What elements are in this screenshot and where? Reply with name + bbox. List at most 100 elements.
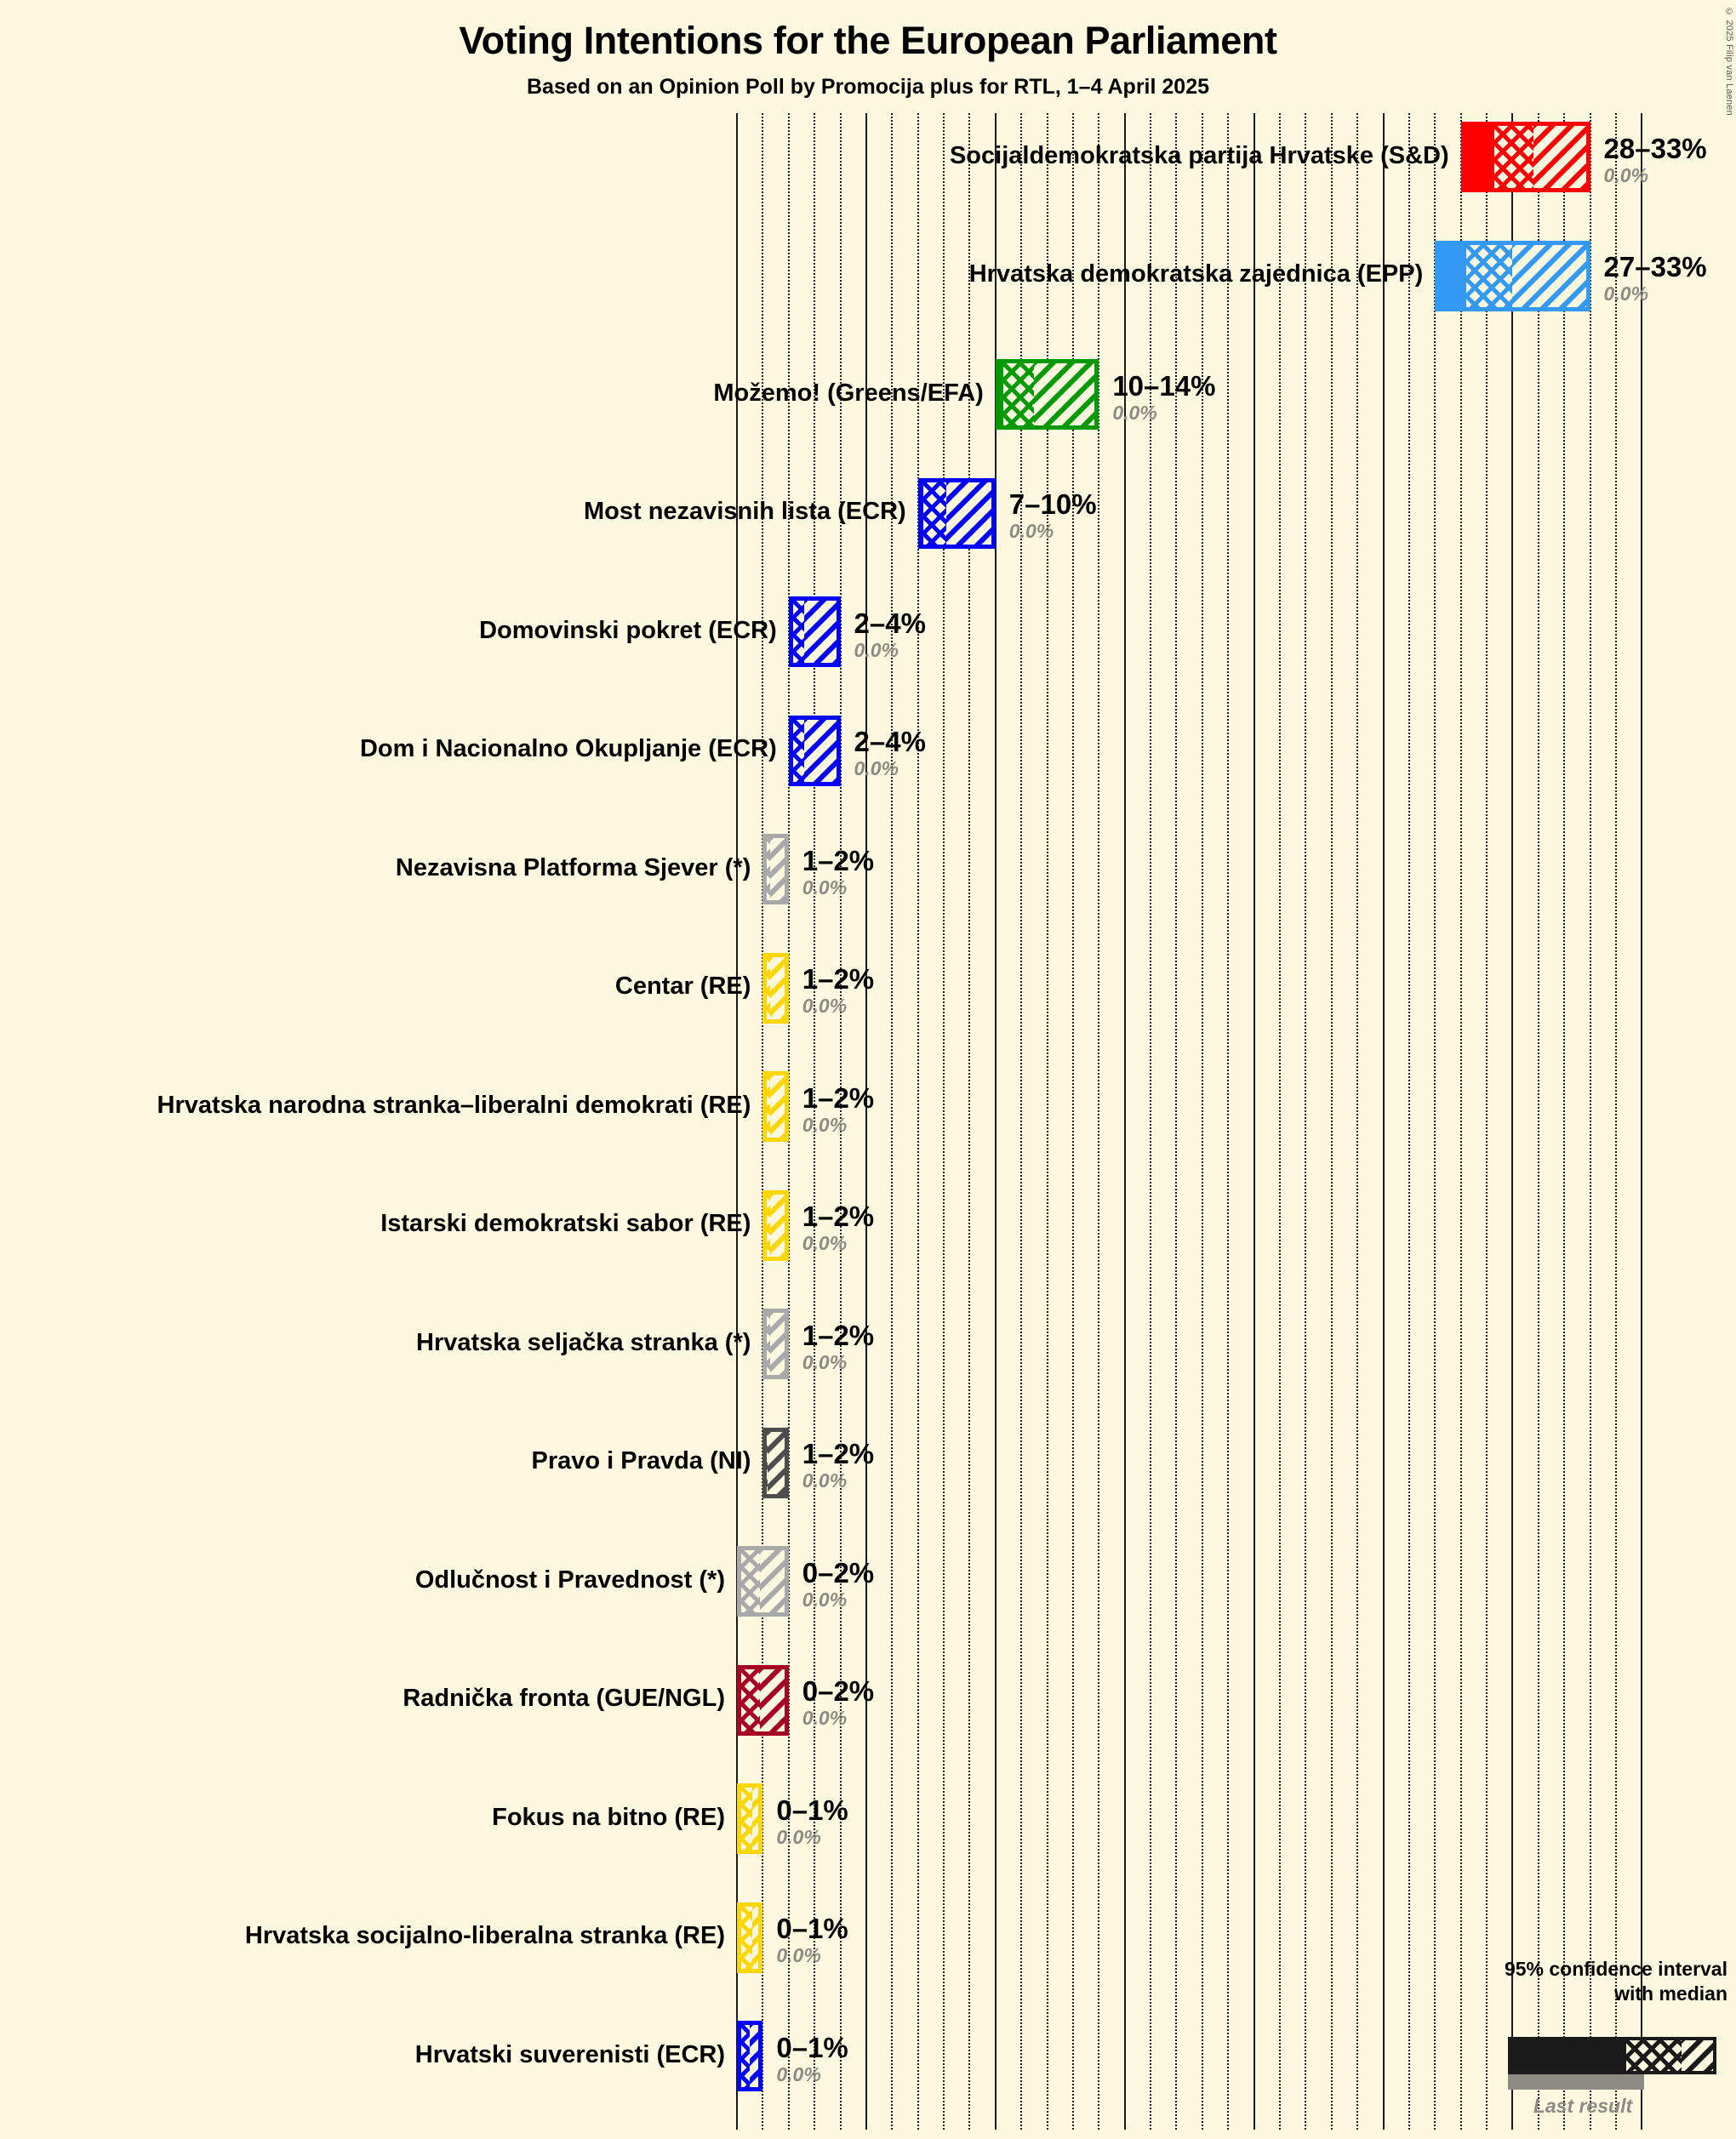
chart-row: Hrvatska demokratska zajednica (EPP) 27–3… bbox=[0, 240, 1736, 311]
bar-segment-above-median bbox=[1533, 126, 1586, 188]
interval-value-label: 7–10% bbox=[1008, 488, 1097, 520]
confidence-interval-bar bbox=[737, 2021, 763, 2091]
confidence-interval-bar bbox=[917, 477, 996, 549]
chart-row: Dom i Nacionalno Okupljanje (ECR) 2–4% 0.0… bbox=[0, 715, 1736, 786]
bar-segment-above-median bbox=[803, 601, 837, 663]
bar-segment-above-median bbox=[768, 1431, 785, 1494]
gridline-major-30 bbox=[1511, 113, 1514, 2130]
gridline-minor-9 bbox=[968, 113, 971, 2130]
chart-row: Možemo! (Greens/EFA) 10–14% 0.0% bbox=[0, 359, 1736, 430]
interval-value-label: 1–2% bbox=[802, 1319, 875, 1351]
bar-segment-below-median bbox=[1439, 244, 1466, 307]
last-result-value-label: 0.0% bbox=[776, 1825, 821, 1848]
last-result-value-label: 0.0% bbox=[854, 757, 899, 779]
legend-last-result-label: Last result bbox=[1533, 2095, 1633, 2117]
last-result-value-label: 0.0% bbox=[802, 1469, 848, 1492]
legend-line-2: with median bbox=[1614, 1982, 1727, 2005]
interval-value-label: 1–2% bbox=[802, 1081, 875, 1114]
bar-segment-above-median bbox=[752, 1788, 759, 1850]
gridline-minor-19 bbox=[1227, 113, 1230, 2130]
bar-segment-median-band bbox=[741, 1550, 761, 1612]
gridline-minor-28 bbox=[1459, 113, 1462, 2130]
party-label: Domovinski pokret (ECR) bbox=[479, 616, 777, 644]
bar-segment-median-band bbox=[767, 1313, 771, 1375]
gridline-minor-21 bbox=[1278, 113, 1281, 2130]
bar-segment-median-band bbox=[767, 1075, 771, 1138]
confidence-interval-bar bbox=[762, 1189, 789, 1261]
party-label: Hrvatska demokratska zajednica (EPP) bbox=[968, 260, 1424, 288]
legend-median-band bbox=[1626, 2040, 1682, 2071]
bar-segment-above-median bbox=[1512, 244, 1586, 307]
last-result-value-label: 0.0% bbox=[776, 1944, 821, 1966]
bar-segment-above-median bbox=[803, 719, 837, 782]
bar-segment-above-median bbox=[760, 1550, 785, 1612]
bar-segment-median-band bbox=[767, 838, 771, 900]
gridline-minor-11 bbox=[1020, 113, 1023, 2130]
gridline-minor-23 bbox=[1330, 113, 1333, 2130]
copyright-notice: © 2025 Filip van Laenen bbox=[1724, 7, 1734, 116]
bar-segment-above-median bbox=[760, 1668, 785, 1731]
party-label: Most nezavisnih lista (ECR) bbox=[584, 498, 906, 525]
last-result-value-label: 0.0% bbox=[802, 1113, 848, 1136]
gridline-major-0 bbox=[736, 113, 738, 2130]
bar-segment-above-median bbox=[770, 1194, 785, 1257]
party-label: Hrvatska socijalno-liberalna stranka (RE… bbox=[244, 1922, 725, 1949]
confidence-interval-bar bbox=[762, 952, 789, 1024]
party-label: Pravo i Pravda (NI) bbox=[531, 1447, 751, 1474]
bar-segment-below-median bbox=[999, 363, 1003, 425]
party-label: Nezavisna Platforma Sjever (*) bbox=[395, 853, 751, 881]
gridline-minor-8 bbox=[943, 113, 945, 2130]
bar-segment-median-band bbox=[1494, 126, 1533, 188]
confidence-interval-bar bbox=[995, 359, 1099, 430]
last-result-value-label: 0.0% bbox=[1112, 401, 1157, 424]
confidence-interval-bar bbox=[1435, 240, 1590, 311]
chart-row: Most nezavisnih lista (ECR) 7–10% 0.0% bbox=[0, 477, 1736, 549]
confidence-interval-bar bbox=[762, 1427, 789, 1498]
legend-last-result-swatch bbox=[1508, 2074, 1644, 2090]
gridline-minor-29 bbox=[1486, 113, 1488, 2130]
gridline-minor-13 bbox=[1071, 113, 1074, 2130]
gridline-minor-33 bbox=[1589, 113, 1591, 2130]
chart-row: Hrvatski suverenisti (ECR) 0–1% 0.0% bbox=[0, 2021, 1736, 2091]
gridline-minor-26 bbox=[1408, 113, 1410, 2130]
party-label: Dom i Nacionalno Okupljanje (ECR) bbox=[359, 735, 777, 762]
gridline-major-10 bbox=[994, 113, 996, 2130]
bar-segment-above-median bbox=[770, 1075, 785, 1138]
interval-value-label: 1–2% bbox=[802, 963, 875, 995]
bar-segment-below-median bbox=[1465, 126, 1495, 188]
legend: 95% confidence interval with median bbox=[1447, 1957, 1727, 2006]
interval-value-label: 1–2% bbox=[802, 1201, 875, 1232]
chart-row: Hrvatska seljačka stranka (*) 1–2% 0.0% bbox=[0, 1309, 1736, 1379]
chart-row: Pravo i Pravda (NI) 1–2% 0.0% bbox=[0, 1427, 1736, 1498]
interval-value-label: 10–14% bbox=[1112, 369, 1216, 402]
chart-row: Domovinski pokret (ECR) 2–4% 0.0% bbox=[0, 596, 1736, 667]
chart-row: Hrvatska socijalno-liberalna stranka (RE… bbox=[0, 1902, 1736, 1973]
gridline-minor-3 bbox=[814, 113, 816, 2130]
gridline-minor-12 bbox=[1046, 113, 1048, 2130]
gridline-major-35 bbox=[1641, 113, 1643, 2130]
last-result-value-label: 0.0% bbox=[802, 1707, 848, 1729]
interval-value-label: 1–2% bbox=[802, 844, 875, 876]
page-title: Voting Intentions for the European Parli… bbox=[459, 19, 1277, 62]
bar-segment-median-band bbox=[741, 1788, 753, 1850]
chart-row: Socijaldemokratska partija Hrvatske (S&D… bbox=[0, 122, 1736, 192]
interval-value-label: 2–4% bbox=[854, 726, 926, 757]
last-result-value-label: 0.0% bbox=[1603, 163, 1648, 186]
interval-value-label: 2–4% bbox=[854, 607, 926, 639]
interval-value-label: 28–33% bbox=[1603, 132, 1707, 164]
gridline-minor-22 bbox=[1305, 113, 1307, 2130]
gridline-minor-7 bbox=[917, 113, 919, 2130]
confidence-interval-bar bbox=[737, 1902, 763, 1973]
last-result-value-label: 0.0% bbox=[802, 876, 848, 898]
interval-value-label: 0–1% bbox=[776, 2031, 848, 2063]
interval-value-label: 27–33% bbox=[1603, 251, 1707, 282]
confidence-interval-bar bbox=[788, 596, 841, 667]
party-label: Fokus na bitno (RE) bbox=[492, 1803, 725, 1831]
bar-segment-median-band bbox=[767, 1431, 768, 1494]
gridline-minor-17 bbox=[1175, 113, 1178, 2130]
last-result-value-label: 0.0% bbox=[802, 1588, 848, 1611]
party-label: Možemo! (Greens/EFA) bbox=[713, 379, 984, 407]
last-result-value-label: 0.0% bbox=[802, 1232, 848, 1254]
gridline-major-20 bbox=[1253, 113, 1255, 2130]
